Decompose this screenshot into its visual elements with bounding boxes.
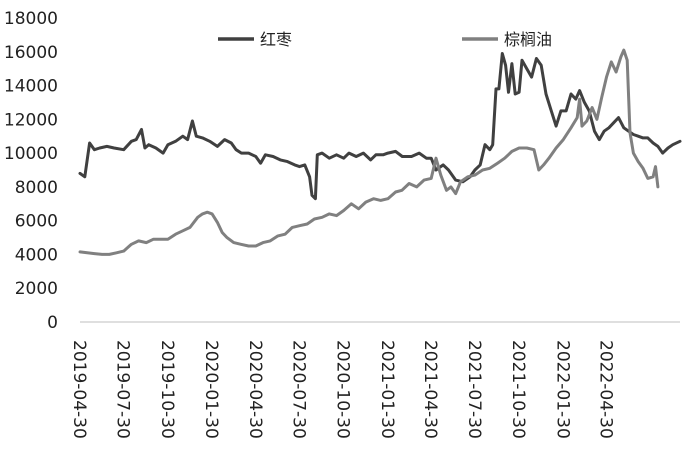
y-tick-label: 0: [47, 313, 58, 333]
x-tick-label: 2021-04-30: [420, 340, 440, 439]
series-layer: [78, 48, 682, 256]
y-tick-label: 16000: [4, 43, 58, 63]
series-line-0: [78, 52, 682, 201]
y-tick-label: 4000: [15, 245, 58, 265]
x-tick-label: 2022-04-30: [596, 340, 616, 439]
legend-label-1: 棕榈油: [504, 30, 552, 49]
y-tick-label: 2000: [15, 279, 58, 299]
x-tick-label: 2019-04-30: [69, 340, 89, 439]
series-line-1: [78, 48, 660, 256]
legend: 红枣 棕榈油: [218, 30, 552, 49]
y-tick-label: 6000: [15, 212, 58, 232]
x-tick-label: 2020-07-30: [289, 340, 309, 439]
x-tick-label: 2020-04-30: [245, 340, 265, 439]
y-tick-label: 18000: [4, 9, 58, 29]
y-tick-label: 10000: [4, 144, 58, 164]
legend-label-0: 红枣: [260, 30, 292, 49]
x-tick-label: 2021-01-30: [377, 340, 397, 439]
x-tick-label: 2021-07-30: [464, 340, 484, 439]
y-tick-label: 8000: [15, 178, 58, 198]
x-tick-label: 2021-10-30: [508, 340, 528, 439]
x-tick-label: 2020-10-30: [333, 340, 353, 439]
x-tick-label: 2020-01-30: [201, 340, 221, 439]
x-axis: 2019-04-30 2019-07-30 2019-10-30 2020-01-30…: [69, 321, 680, 439]
y-tick-label: 14000: [4, 77, 58, 97]
x-tick-label: 2022-01-30: [552, 340, 572, 439]
y-axis: 0 2000 4000 6000 8000 10000 12000 14000 16000 180…: [4, 9, 58, 333]
x-tick-label: 2019-10-30: [157, 340, 177, 439]
x-tick-label: 2019-07-30: [113, 340, 133, 439]
y-tick-label: 12000: [4, 110, 58, 130]
